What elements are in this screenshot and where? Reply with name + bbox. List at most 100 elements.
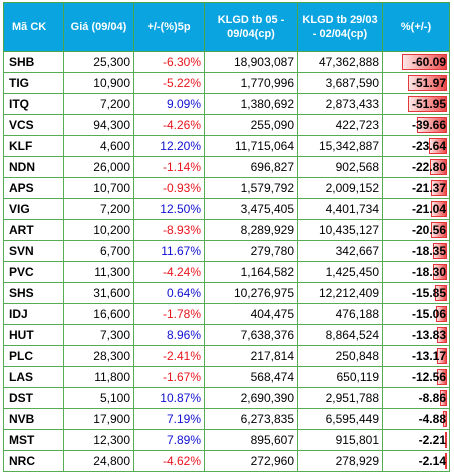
price-cell: 25,300 xyxy=(63,51,134,73)
header-price: Giá (09/04) xyxy=(63,2,134,52)
volume-change-value: -22.80 xyxy=(411,160,446,174)
change-5d-cell: -4.24% xyxy=(133,261,205,283)
volume-change-value: -13.17 xyxy=(411,349,446,363)
avg-volume-current-cell: 895,607 xyxy=(204,429,298,451)
volume-change-value: -13.83 xyxy=(411,328,446,342)
symbol-cell: LAS xyxy=(3,366,64,388)
volume-change-cell: -12.56 xyxy=(382,366,450,388)
avg-volume-previous-cell: 1,425,450 xyxy=(297,261,383,283)
price-cell: 94,300 xyxy=(63,114,134,136)
avg-volume-current-cell: 272,960 xyxy=(204,450,298,472)
volume-change-cell: -18.30 xyxy=(382,261,450,283)
avg-volume-current-cell: 279,780 xyxy=(204,240,298,262)
avg-volume-previous-cell: 8,864,524 xyxy=(297,324,383,346)
change-5d-cell: 11.67% xyxy=(133,240,205,262)
symbol-cell: KLF xyxy=(3,135,64,157)
price-cell: 16,600 xyxy=(63,303,134,325)
avg-volume-previous-cell: 10,435,127 xyxy=(297,219,383,241)
avg-volume-previous-cell: 342,667 xyxy=(297,240,383,262)
avg-volume-previous-cell: 4,401,734 xyxy=(297,198,383,220)
table-row: ART 10,200 -8.93% 8,289,929 10,435,127 -20.56 xyxy=(3,219,450,241)
table-row: APS 10,700 -0.93% 1,579,792 2,009,152 -21.37 xyxy=(3,177,450,199)
price-cell: 7,300 xyxy=(63,324,134,346)
volume-change-value: -15.85 xyxy=(411,286,446,300)
table-row: PLC 28,300 -2.41% 217,814 250,848 -13.17 xyxy=(3,345,450,367)
avg-volume-previous-cell: 6,595,449 xyxy=(297,408,383,430)
change-5d-cell: -8.93% xyxy=(133,219,205,241)
avg-volume-previous-cell: 476,188 xyxy=(297,303,383,325)
table-row: SHS 31,600 0.64% 10,276,975 12,212,409 -15.85 xyxy=(3,282,450,304)
volume-change-cell: -2.14 xyxy=(382,450,450,472)
volume-change-bar xyxy=(402,54,447,70)
price-cell: 12,300 xyxy=(63,429,134,451)
avg-volume-previous-cell: 250,848 xyxy=(297,345,383,367)
price-cell: 5,100 xyxy=(63,387,134,409)
volume-change-bar xyxy=(430,159,447,175)
price-cell: 31,600 xyxy=(63,282,134,304)
table-body: SHB 25,300 -6.30% 18,903,087 47,362,888 -60.0… xyxy=(3,51,450,472)
volume-change-cell: -20.56 xyxy=(382,219,450,241)
change-5d-cell: 9.09% xyxy=(133,93,205,115)
change-5d-cell: -2.41% xyxy=(133,345,205,367)
volume-change-cell: -21.37 xyxy=(382,177,450,199)
stock-volume-table-container: Mã CK Giá (09/04) +/-(%)5p KLGD tb 05 - … xyxy=(3,2,450,472)
volume-change-bar xyxy=(437,369,447,385)
avg-volume-current-cell: 696,827 xyxy=(204,156,298,178)
table-row: NDN 26,000 -1.14% 696,827 902,568 -22.80 xyxy=(3,156,450,178)
avg-volume-previous-cell: 3,687,590 xyxy=(297,72,383,94)
volume-change-value: -2.14 xyxy=(418,454,446,468)
table-row: ITQ 7,200 9.09% 1,380,692 2,873,433 -51.95 xyxy=(3,93,450,115)
volume-change-value: -20.56 xyxy=(411,223,446,237)
table-row: VIG 7,200 12.50% 3,475,405 4,401,734 -21.04 xyxy=(3,198,450,220)
table-row: KLF 4,600 12.20% 11,715,064 15,342,887 -23.64 xyxy=(3,135,450,157)
volume-change-bar xyxy=(445,432,447,448)
price-cell: 11,300 xyxy=(63,261,134,283)
avg-volume-previous-cell: 47,362,888 xyxy=(297,51,383,73)
volume-change-bar xyxy=(437,327,447,343)
price-cell: 11,800 xyxy=(63,366,134,388)
avg-volume-previous-cell: 650,119 xyxy=(297,366,383,388)
header-avg-volume-current-week: KLGD tb 05 - 09/04(cp) xyxy=(204,2,298,52)
avg-volume-previous-cell: 15,342,887 xyxy=(297,135,383,157)
header-change-5d: +/-(%)5p xyxy=(133,2,205,52)
volume-change-bar xyxy=(443,411,447,427)
volume-change-cell: -18.35 xyxy=(382,240,450,262)
volume-change-value: -2.21 xyxy=(418,433,446,447)
volume-change-bar xyxy=(435,285,447,301)
table-row: DST 5,100 10.87% 2,690,390 2,951,788 -8.86 xyxy=(3,387,450,409)
change-5d-cell: 0.64% xyxy=(133,282,205,304)
change-5d-cell: -1.78% xyxy=(133,303,205,325)
price-cell: 28,300 xyxy=(63,345,134,367)
avg-volume-previous-cell: 2,951,788 xyxy=(297,387,383,409)
volume-change-bar xyxy=(431,201,447,217)
volume-change-cell: -4.88 xyxy=(382,408,450,430)
symbol-cell: NRC xyxy=(3,450,64,472)
avg-volume-current-cell: 2,690,390 xyxy=(204,387,298,409)
volume-change-value: -51.97 xyxy=(411,76,446,90)
symbol-cell: IDJ xyxy=(3,303,64,325)
table-row: IDJ 16,600 -1.78% 404,475 476,188 -15.06 xyxy=(3,303,450,325)
table-row: MST 12,300 7.89% 895,607 915,801 -2.21 xyxy=(3,429,450,451)
symbol-cell: APS xyxy=(3,177,64,199)
volume-change-value: -4.88 xyxy=(418,412,446,426)
price-cell: 10,900 xyxy=(63,72,134,94)
volume-change-cell: -60.09 xyxy=(382,51,450,73)
price-cell: 6,700 xyxy=(63,240,134,262)
change-5d-cell: 7.19% xyxy=(133,408,205,430)
volume-change-value: -18.30 xyxy=(411,265,446,279)
table-row: SVN 6,700 11.67% 279,780 342,667 -18.35 xyxy=(3,240,450,262)
change-5d-cell: -6.30% xyxy=(133,51,205,73)
price-cell: 26,000 xyxy=(63,156,134,178)
avg-volume-previous-cell: 2,873,433 xyxy=(297,93,383,115)
volume-change-value: -15.06 xyxy=(411,307,446,321)
change-5d-cell: 12.20% xyxy=(133,135,205,157)
header-volume-change-pct: %(+/-) xyxy=(382,2,450,52)
volume-change-cell: -23.64 xyxy=(382,135,450,157)
avg-volume-current-cell: 1,164,582 xyxy=(204,261,298,283)
table-row: NVB 17,900 7.19% 6,273,835 6,595,449 -4.88 xyxy=(3,408,450,430)
volume-change-cell: -2.21 xyxy=(382,429,450,451)
volume-change-cell: -51.95 xyxy=(382,93,450,115)
avg-volume-current-cell: 1,579,792 xyxy=(204,177,298,199)
volume-change-bar xyxy=(437,348,447,364)
symbol-cell: MST xyxy=(3,429,64,451)
